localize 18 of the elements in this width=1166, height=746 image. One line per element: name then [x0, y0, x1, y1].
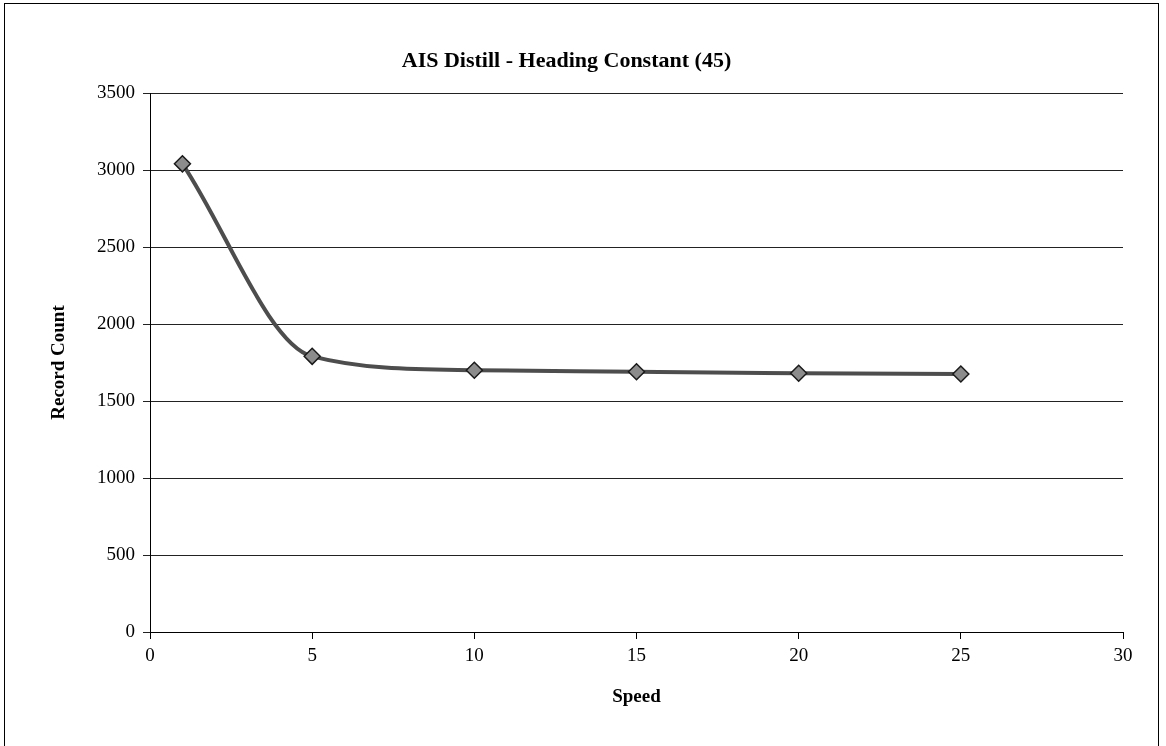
y-tick-label: 1000	[97, 465, 135, 487]
x-tick-label: 10	[464, 644, 484, 666]
x-tick-label: 5	[307, 644, 317, 666]
x-axis-title: Speed	[612, 684, 662, 706]
x-tick-label: 15	[627, 644, 646, 666]
y-tick-label: 3000	[97, 157, 135, 179]
x-tick-label: 25	[951, 644, 971, 666]
y-tick-label: 1500	[97, 388, 135, 410]
y-tick-label: 0	[125, 619, 135, 641]
y-tick-label: 2500	[97, 234, 135, 256]
x-tick-label: 0	[145, 644, 155, 666]
y-axis-title: Record Count	[47, 304, 69, 420]
y-tick-label: 2000	[97, 311, 135, 333]
x-tick-label: 30	[1113, 644, 1133, 666]
x-tick-label: 20	[789, 644, 809, 666]
y-tick-label: 3500	[97, 80, 135, 102]
chart-title: AIS Distill - Heading Constant (45)	[401, 46, 732, 72]
y-tick-label: 500	[106, 542, 135, 564]
